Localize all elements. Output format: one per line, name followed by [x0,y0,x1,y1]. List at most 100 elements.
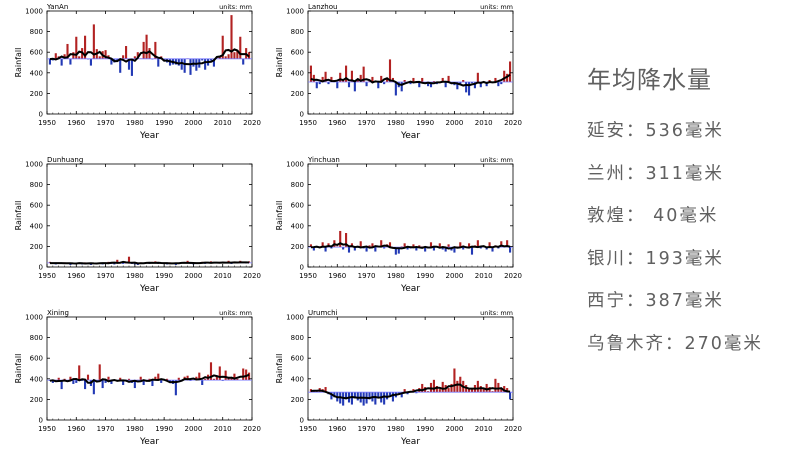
bar [462,80,465,82]
bar [403,243,406,248]
chart-panel-grid: 0 200 400 600 800 1000 1950 1960 1970 1980 1990 200… [14,3,522,447]
x-tick-label: 1980 [126,425,144,433]
bar [356,80,359,82]
bar [98,364,101,381]
summary-line-yanan: 延安：536毫米 [587,121,724,141]
bar [157,58,160,67]
x-tick-label: 2020 [243,272,261,280]
bar [429,81,433,88]
bar [72,52,75,59]
bar [195,376,198,381]
bar [142,380,145,385]
bar [476,240,479,248]
bar [327,81,330,85]
bar [447,388,450,393]
bar [119,58,122,73]
x-tick-label: 1960 [67,425,85,433]
bar [312,74,315,82]
bar [63,378,66,381]
x-tick-label: 2020 [504,272,522,280]
chart-title: Dunhuang [47,156,83,164]
x-tick-label: 1950 [38,272,56,280]
y-tick-label: 200 [291,90,304,98]
x-tick-label: 2000 [446,272,464,280]
bar [438,243,441,248]
bar [204,58,207,70]
bar [347,247,351,253]
x-tick-label: 2020 [504,119,522,127]
bar [468,81,471,96]
y-tick-label: 400 [291,222,304,230]
bar [75,380,78,383]
bar [432,81,435,82]
plot-frame [307,10,514,115]
bar [339,72,342,82]
bar [456,81,459,90]
x-tick-label: 1990 [416,425,434,433]
bar [374,392,377,405]
bar [75,36,78,59]
y-tick-label: 200 [291,396,304,404]
bar [209,362,213,381]
y-tick-label: 800 [30,334,43,342]
x-tick-label: 2010 [214,272,232,280]
bar [403,80,406,82]
bar [233,373,236,381]
bar [154,41,157,59]
bar [233,52,236,59]
bar [318,81,321,85]
bar [450,383,453,393]
x-tick-label: 1950 [299,425,317,433]
x-tick-label: 1990 [416,119,434,127]
x-tick-label: 1990 [155,119,173,127]
charts-canvas: 0 200 400 600 800 1000 1950 1960 1970 1980 1990 200… [14,3,522,447]
bar [218,366,221,381]
bar [497,382,500,393]
bar [142,41,145,59]
bar [362,392,365,406]
bar [116,58,119,61]
y-tick-label: 1000 [286,8,304,16]
bar [339,230,342,248]
bar [386,78,389,82]
bar [470,247,474,255]
bar [397,247,400,254]
bar [215,375,218,381]
bar [394,81,397,96]
chart-yinchuan: 0 200 400 600 800 1000 1950 1960 1970 1980 1990 200… [275,156,522,294]
x-tick-label: 1970 [97,425,115,433]
y-tick-label: 600 [30,202,43,210]
bar [342,247,345,250]
bar [230,15,233,59]
bar [333,392,336,398]
x-tick-label: 1960 [328,119,346,127]
bar [139,376,142,381]
bar [380,75,383,82]
bar [353,392,356,399]
bar [122,55,125,59]
bar [110,58,113,65]
bar [412,244,415,248]
bar [427,81,430,87]
bar [391,392,394,402]
bar [388,59,392,82]
x-tick-label: 2000 [185,119,203,127]
bar [371,76,374,82]
bar [494,378,497,393]
bar [151,380,154,387]
bar [224,56,227,59]
x-tick-label: 1960 [67,272,85,280]
y-tick-label: 800 [30,28,43,36]
x-tick-label: 1980 [126,119,144,127]
bar [209,58,213,61]
y-tick-label: 0 [300,417,304,425]
bar [476,72,479,82]
chart-title: Lanzhou [308,3,337,11]
smoothed-line [310,73,511,87]
bar [122,380,125,385]
x-tick-label: 2010 [475,425,493,433]
bar [432,379,435,393]
bar [500,81,503,85]
bar [221,35,224,59]
bar [459,242,462,248]
